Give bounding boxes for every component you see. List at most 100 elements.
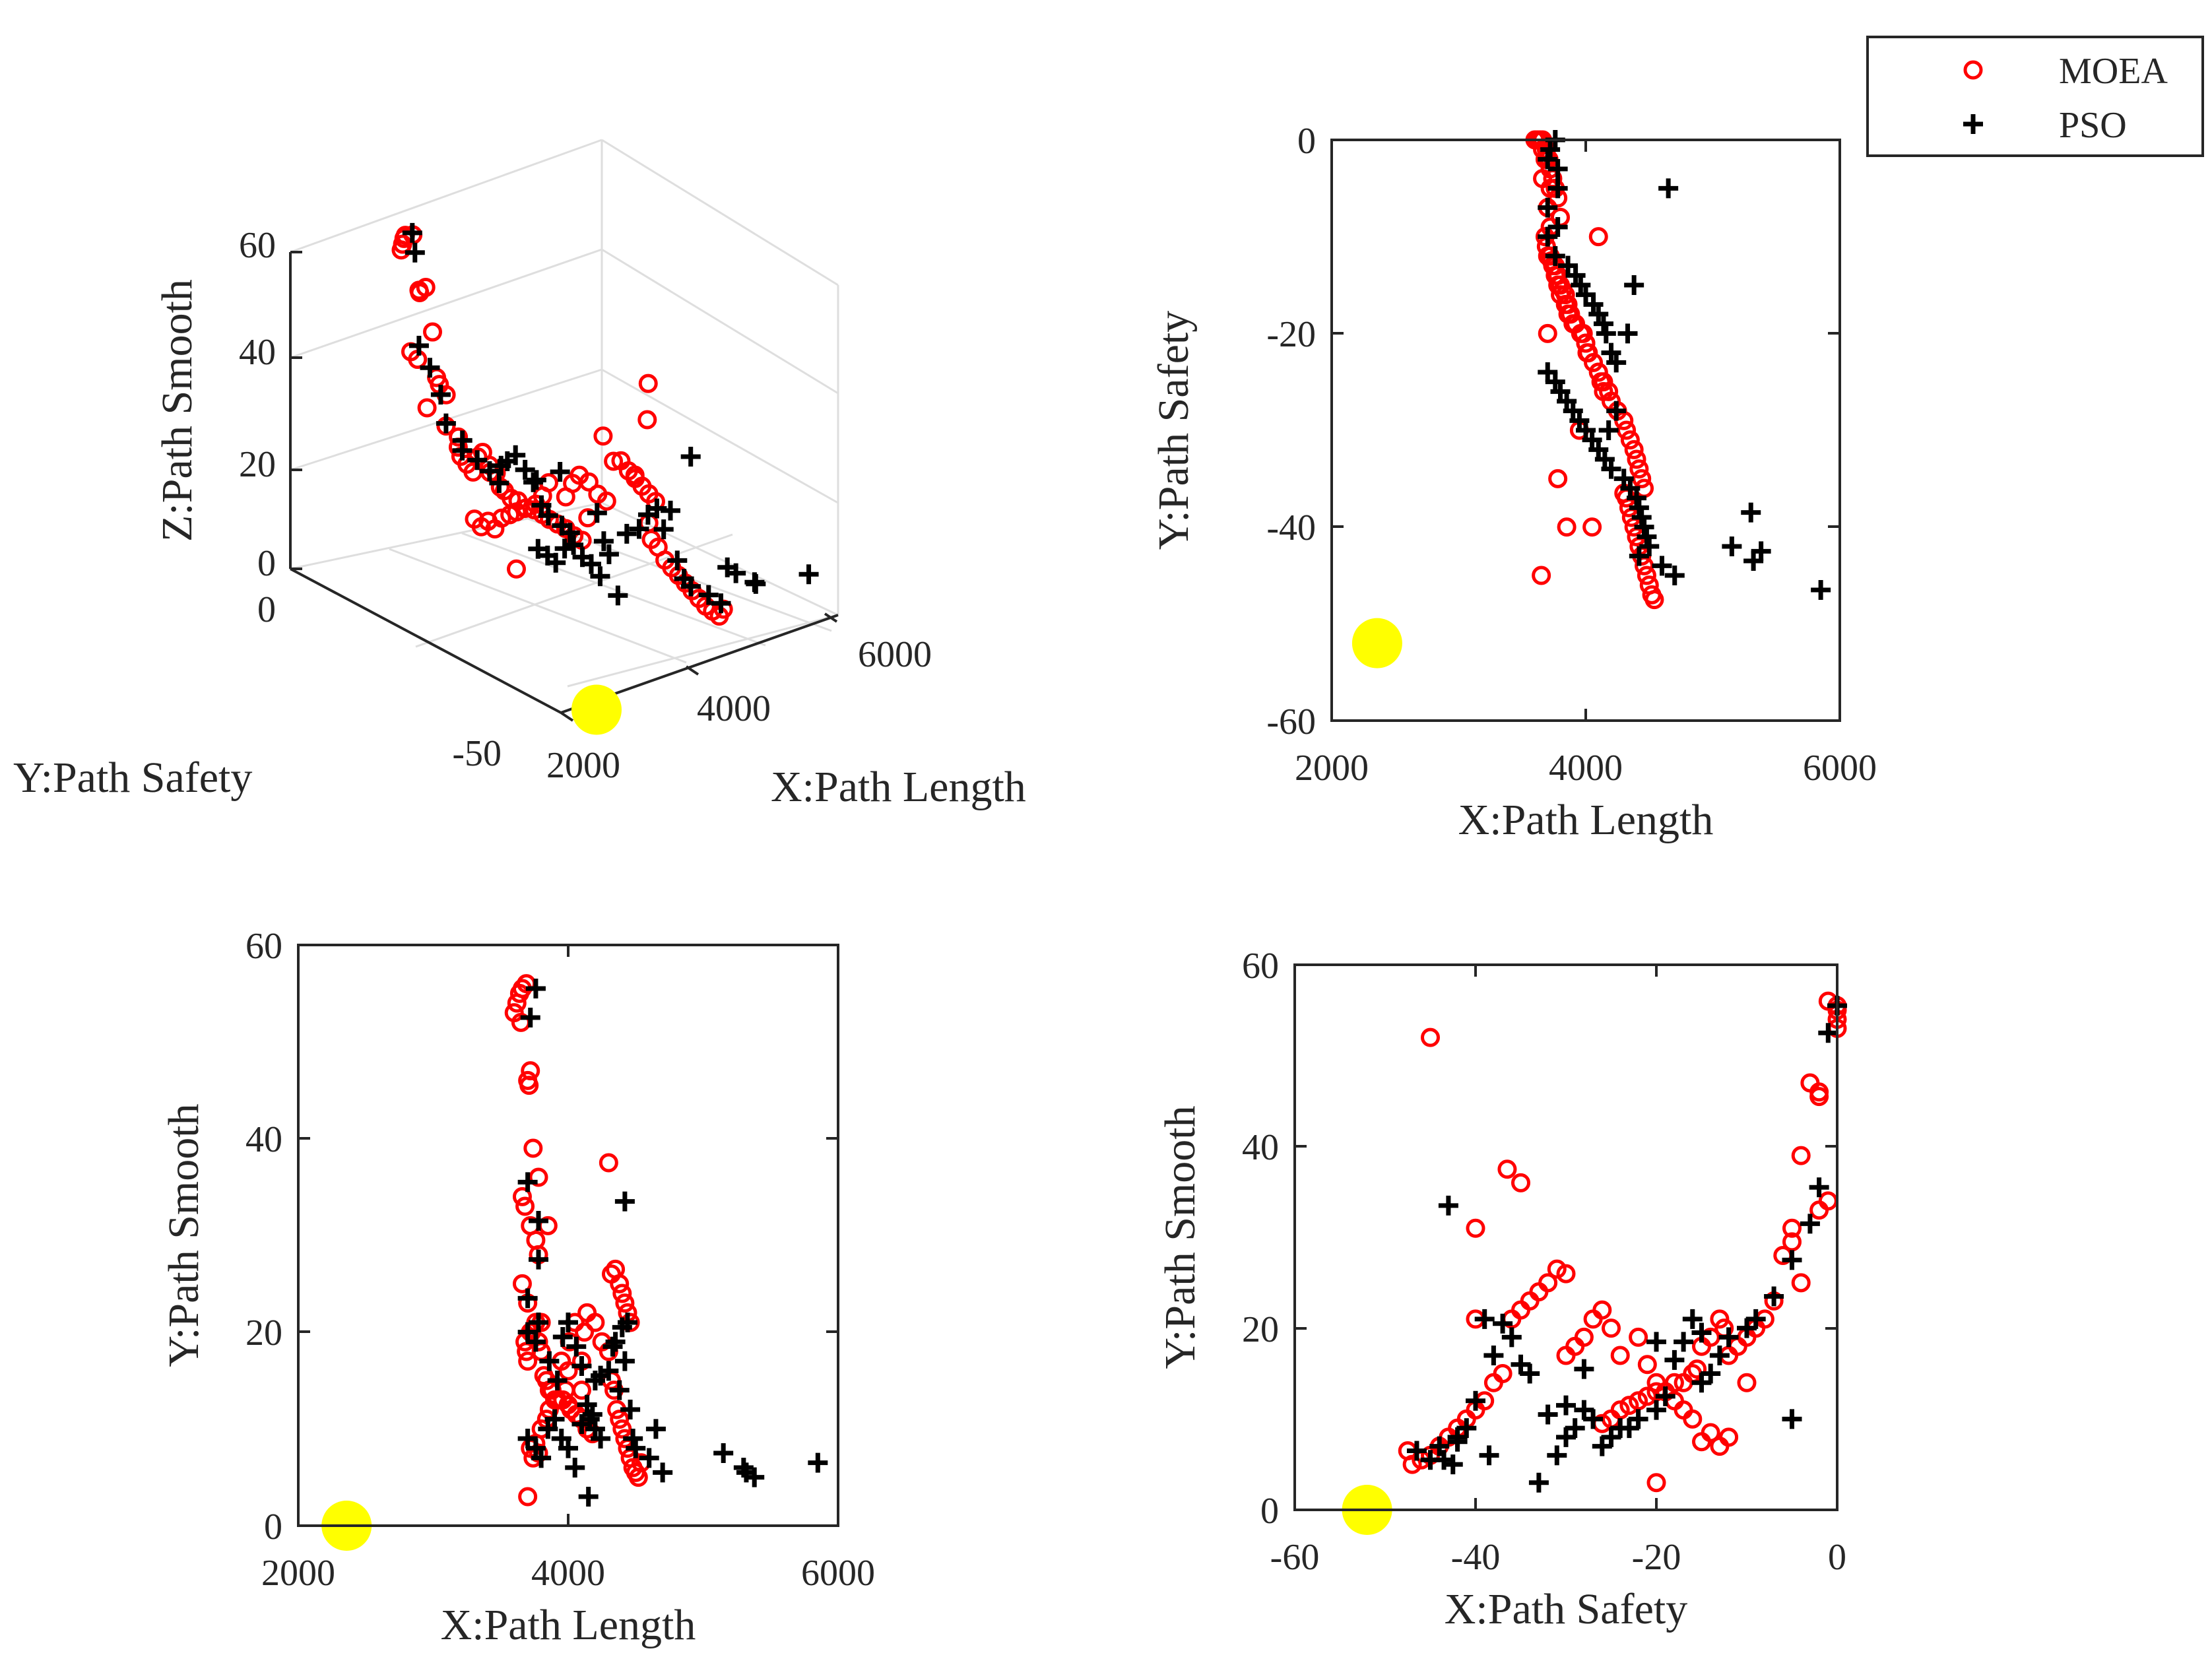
moea-point bbox=[1624, 439, 1644, 459]
moea-point bbox=[1565, 1336, 1585, 1356]
moea-point bbox=[1497, 1159, 1517, 1179]
moea-point bbox=[1629, 1327, 1648, 1347]
ticks-length-safety: 0 -20 -40 -60 2000 4000 6000 bbox=[1266, 121, 1877, 789]
pso-point bbox=[1479, 1445, 1499, 1466]
pso-point-3d bbox=[744, 572, 765, 593]
moea-point bbox=[1782, 1232, 1802, 1252]
pso-point-3d bbox=[581, 554, 601, 574]
pso-point bbox=[1565, 1418, 1585, 1439]
pso-point bbox=[539, 1351, 560, 1371]
pso-point bbox=[565, 1458, 585, 1478]
ticks-3d: 60 40 20 0 0 -50 2000 4000 6000 bbox=[239, 225, 932, 786]
moea-point bbox=[1563, 314, 1583, 334]
pso-point bbox=[602, 1336, 623, 1357]
pso-point bbox=[1646, 1400, 1666, 1420]
pso-point-3d bbox=[711, 593, 731, 614]
pso-point bbox=[558, 1313, 578, 1332]
moea-point bbox=[585, 1313, 605, 1332]
pso-point bbox=[1646, 1332, 1666, 1352]
pso-point bbox=[1601, 1427, 1621, 1447]
pso-point bbox=[1547, 217, 1568, 237]
moea-point bbox=[1511, 1300, 1530, 1320]
axis-label-y-3d: Y:Path Safety bbox=[13, 754, 252, 802]
tick-y-minus60: -60 bbox=[1266, 701, 1316, 742]
moea-point bbox=[1809, 1200, 1829, 1220]
pso-point bbox=[1601, 459, 1621, 479]
pso-point bbox=[517, 1172, 538, 1192]
plot-area-3d bbox=[391, 222, 819, 735]
pso-point bbox=[1682, 1309, 1703, 1329]
moea-point bbox=[1637, 1355, 1657, 1375]
moea-point bbox=[1582, 517, 1602, 537]
legend-pso-label: PSO bbox=[2059, 105, 2127, 146]
moea-point bbox=[1629, 459, 1649, 479]
tick-x-2000: 2000 bbox=[261, 1553, 335, 1594]
pso-point-3d bbox=[452, 440, 472, 461]
tick-x-0: 0 bbox=[1828, 1537, 1846, 1578]
moea-point bbox=[1588, 362, 1608, 382]
moea-point bbox=[1719, 1427, 1739, 1447]
pso-point bbox=[525, 979, 546, 998]
moea-point bbox=[515, 1196, 535, 1216]
pso-point bbox=[1429, 1436, 1450, 1456]
moea-point bbox=[615, 1293, 635, 1313]
pso-point-3d bbox=[560, 523, 580, 543]
tick-y-0: 0 bbox=[264, 1507, 282, 1547]
pso-point-3d bbox=[599, 544, 619, 564]
pso-point bbox=[1520, 1363, 1540, 1384]
moea-point-3d bbox=[507, 559, 526, 579]
pso-point bbox=[1751, 541, 1771, 562]
pso-point bbox=[1637, 527, 1657, 547]
moea-point bbox=[1591, 372, 1611, 392]
pso-point bbox=[571, 1414, 592, 1434]
ideal-point-marker bbox=[571, 684, 622, 735]
pso-point bbox=[544, 1409, 565, 1429]
moea-point bbox=[1538, 1273, 1558, 1293]
pso-point-3d bbox=[430, 384, 451, 405]
moea-point bbox=[599, 1153, 618, 1173]
moea-point bbox=[1701, 1423, 1720, 1443]
pso-point bbox=[620, 1400, 641, 1419]
ticks-safety-smooth: 60 40 20 0 -60 -40 -20 0 bbox=[1242, 946, 1846, 1578]
pso-point bbox=[1545, 246, 1565, 266]
moea-point bbox=[1683, 1409, 1703, 1429]
pso-point bbox=[1691, 1373, 1712, 1393]
pso-point bbox=[1596, 323, 1616, 344]
tick-y-minus20: -20 bbox=[1266, 314, 1316, 355]
axis-label-x-safety-smooth: X:Path Safety bbox=[1445, 1585, 1687, 1633]
moea-point bbox=[1548, 469, 1568, 488]
moea-point bbox=[529, 1443, 548, 1463]
pso-point bbox=[1629, 546, 1649, 566]
pso-point bbox=[614, 1351, 635, 1371]
pso-point bbox=[571, 1356, 592, 1376]
pso-point bbox=[713, 1443, 734, 1463]
pso-point bbox=[1764, 1286, 1784, 1307]
moea-point bbox=[1782, 1218, 1802, 1238]
moea-point bbox=[518, 1351, 538, 1371]
pso-point bbox=[529, 1313, 549, 1332]
moea-point bbox=[1637, 566, 1656, 585]
pso-point-3d bbox=[491, 455, 511, 476]
pso-point bbox=[1658, 178, 1679, 199]
tick-y-40: 40 bbox=[1242, 1127, 1279, 1168]
pso-point bbox=[1741, 502, 1761, 523]
moea-point bbox=[1687, 1359, 1707, 1379]
moea-point-3d bbox=[417, 398, 437, 418]
tick-y-20: 20 bbox=[245, 1313, 282, 1353]
axis-label-x-length-smooth: X:Path Length bbox=[441, 1601, 696, 1649]
pso-point bbox=[1538, 149, 1558, 170]
moea-point bbox=[1791, 1146, 1811, 1165]
pso-point bbox=[1447, 1431, 1468, 1452]
pso-point-3d bbox=[680, 576, 701, 597]
moea-point bbox=[1737, 1373, 1757, 1392]
pso-point bbox=[552, 1327, 573, 1347]
moea-point bbox=[610, 1274, 630, 1293]
pso-point bbox=[1547, 1445, 1567, 1466]
pso-point bbox=[1583, 1409, 1604, 1429]
pso-point bbox=[1737, 1318, 1757, 1338]
moea-point bbox=[1800, 1073, 1820, 1093]
moea-point bbox=[1646, 1473, 1666, 1493]
pso-point-3d bbox=[653, 519, 674, 540]
pso-point bbox=[1547, 159, 1568, 179]
moea-point bbox=[1629, 1391, 1648, 1411]
